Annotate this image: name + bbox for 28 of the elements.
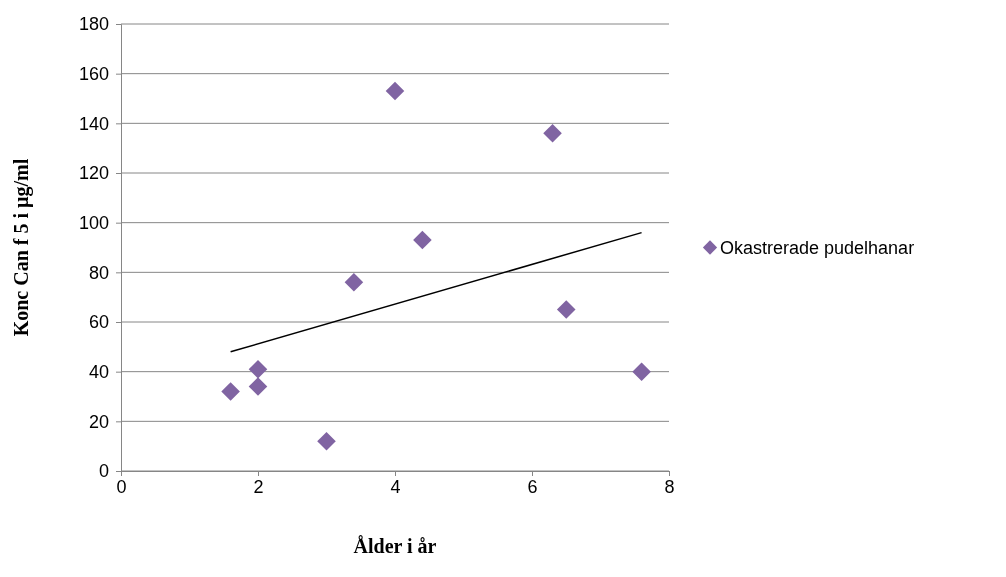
point (632, 362, 651, 381)
point (543, 123, 562, 143)
point (344, 272, 364, 292)
point (248, 359, 268, 379)
y-tick-label: 140 (78, 113, 109, 134)
point (556, 300, 576, 319)
y-tick-label: 60 (88, 312, 109, 333)
x-tick-label: 2 (253, 477, 264, 497)
point (221, 382, 240, 401)
y-axis-title: Konc Can f 5 i µg/ml (10, 158, 33, 337)
x-tick-label: 0 (116, 477, 127, 497)
y-tick-label: 120 (78, 163, 109, 184)
y-tick-label: 100 (78, 212, 109, 233)
y-tick-label: 0 (98, 461, 109, 482)
point (317, 431, 336, 451)
x-axis-title: Ålder i år (353, 535, 437, 557)
x-tick-label: 4 (390, 477, 401, 497)
y-tick-label: 40 (88, 361, 109, 382)
point (248, 377, 268, 396)
legend-label: Okastrerade pudelhanar (720, 237, 915, 258)
y-tick-label: 180 (78, 14, 109, 35)
y-tick-label: 80 (88, 262, 109, 283)
point (413, 230, 432, 250)
y-tick-label: 160 (78, 63, 109, 84)
point (385, 81, 405, 101)
x-tick-label: 8 (664, 477, 675, 497)
x-tick-label: 6 (527, 477, 538, 497)
y-tick-label: 20 (88, 411, 109, 432)
